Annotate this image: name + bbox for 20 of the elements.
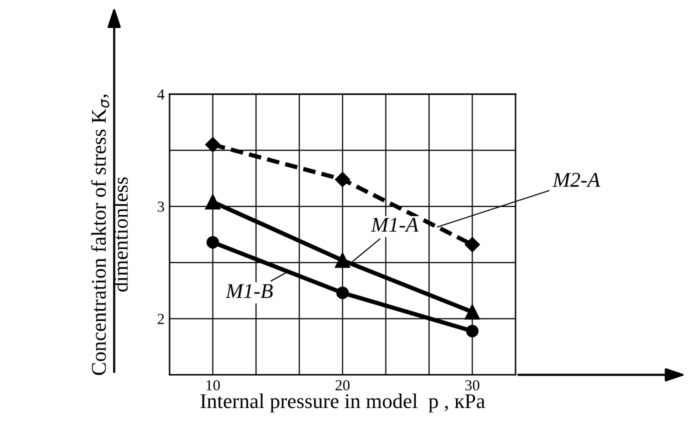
point: [334, 252, 350, 268]
text: M2-A: [552, 172, 600, 187]
y-tick-label: 3: [158, 202, 164, 212]
point: [336, 286, 349, 300]
point: [466, 324, 479, 338]
x-tick-label: 30: [465, 380, 480, 390]
point: [464, 237, 480, 252]
x-axis-title: Internal pressure in model p , кPa: [200, 394, 486, 412]
x-tick-label: 20: [336, 380, 350, 390]
point: [464, 304, 480, 320]
y-tick-label: 2: [158, 314, 164, 324]
series-label: M1-A: [370, 218, 419, 232]
text: Concentration faktor of stress K$_{σ}$, dimentionless: [91, 94, 128, 375]
legend-label: M1-B: [226, 284, 273, 298]
point: [205, 194, 220, 210]
point: [334, 172, 350, 188]
point: [205, 137, 220, 152]
point: [206, 236, 220, 249]
x-tick-label: 10: [206, 380, 220, 390]
y-tick-label: 4: [157, 89, 164, 100]
